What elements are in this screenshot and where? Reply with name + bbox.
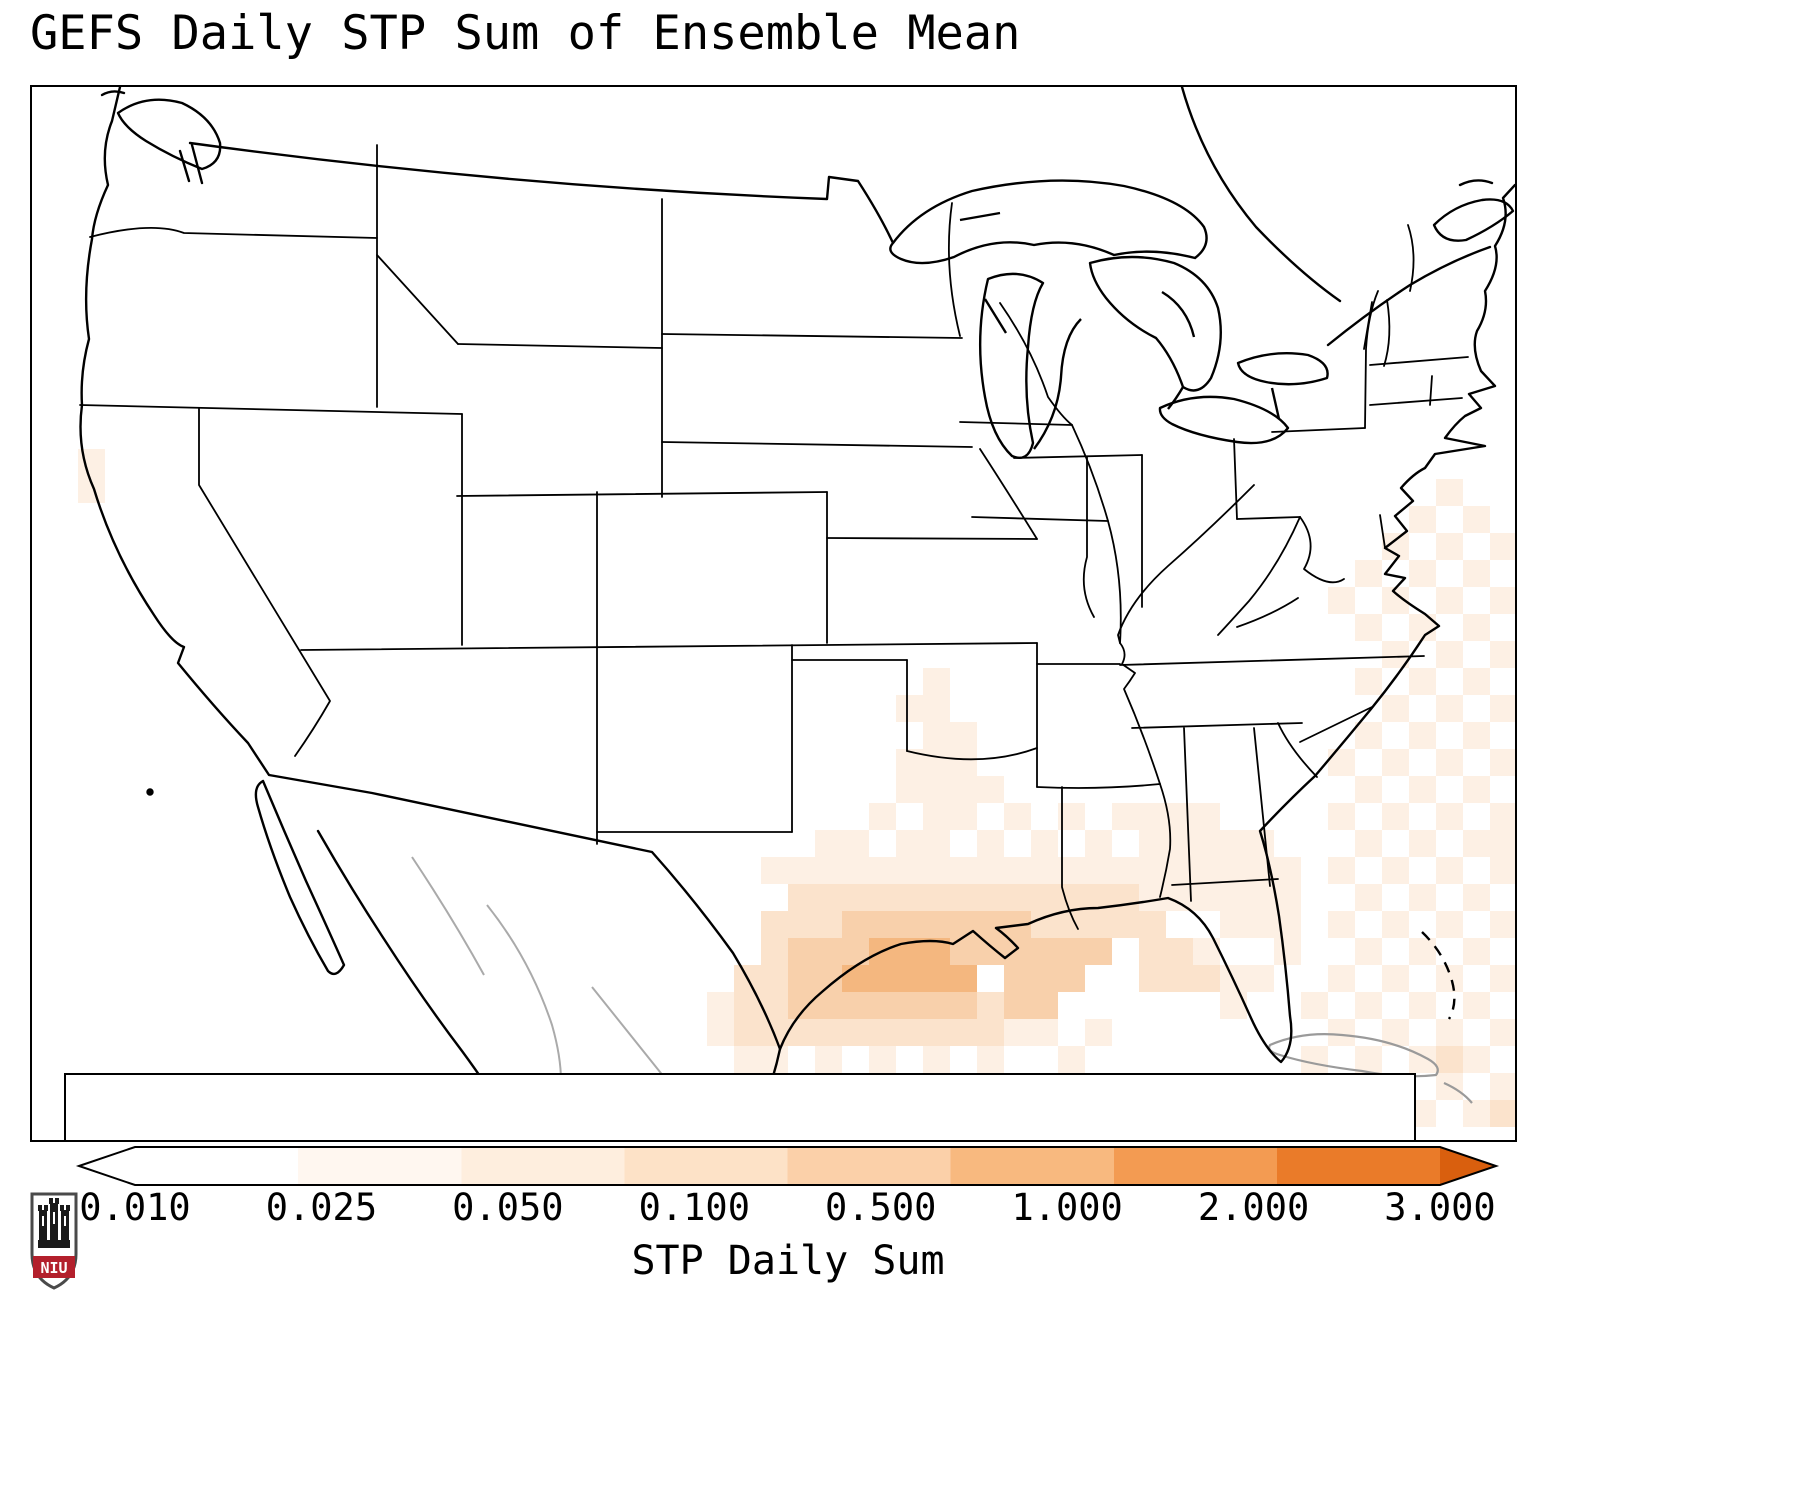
map-svg — [78, 87, 1516, 1140]
lake-ontario — [1238, 353, 1328, 384]
colorbar-tick: 0.500 — [825, 1186, 937, 1229]
green-bay — [985, 299, 1006, 333]
figure-title: GEFS Daily STP Sum of Ensemble Mean — [30, 6, 1021, 61]
cuba-outline — [1269, 1034, 1472, 1103]
logo-castle-icon — [38, 1198, 70, 1248]
logo-text: NIU — [40, 1259, 67, 1277]
logo-band — [33, 1256, 75, 1278]
bahamas-dashed-outline — [1422, 932, 1454, 1019]
great-lakes — [890, 181, 1327, 458]
stp-shading-layer — [78, 449, 1515, 1127]
lake-erie — [1160, 397, 1288, 443]
colorbar-tick: 0.100 — [638, 1186, 750, 1229]
colorbar-tick: 0.050 — [452, 1186, 564, 1229]
colorbar-tick: 0.025 — [265, 1186, 378, 1229]
colorbar — [0, 1143, 1803, 1191]
isle-royale — [960, 213, 1000, 220]
info-box: Valid: 2026-01-16 12:00 UTC to 2026-01-1… — [64, 1073, 1416, 1140]
detroit-river — [1168, 387, 1183, 409]
colorbar-tick: 2.000 — [1197, 1186, 1310, 1229]
state-borders — [80, 145, 1468, 929]
georgian-bay — [1162, 292, 1194, 337]
lake-huron — [1090, 257, 1221, 390]
colorbar-label: STP Daily Sum — [631, 1238, 945, 1284]
niu-logo: NIU — [26, 1190, 82, 1294]
niagara-river — [1272, 388, 1279, 419]
coastline — [81, 87, 1516, 1140]
michigan-mitten-shore — [1034, 319, 1081, 449]
lake-michigan — [980, 274, 1043, 458]
map-panel: Valid: 2026-01-16 12:00 UTC to 2026-01-1… — [30, 85, 1517, 1142]
colorbar-tick: 3.000 — [1384, 1186, 1496, 1229]
colorbar-tick: 0.010 — [79, 1186, 191, 1229]
lake-superior — [890, 181, 1206, 264]
colorbar-tick: 1.000 — [1011, 1186, 1123, 1229]
